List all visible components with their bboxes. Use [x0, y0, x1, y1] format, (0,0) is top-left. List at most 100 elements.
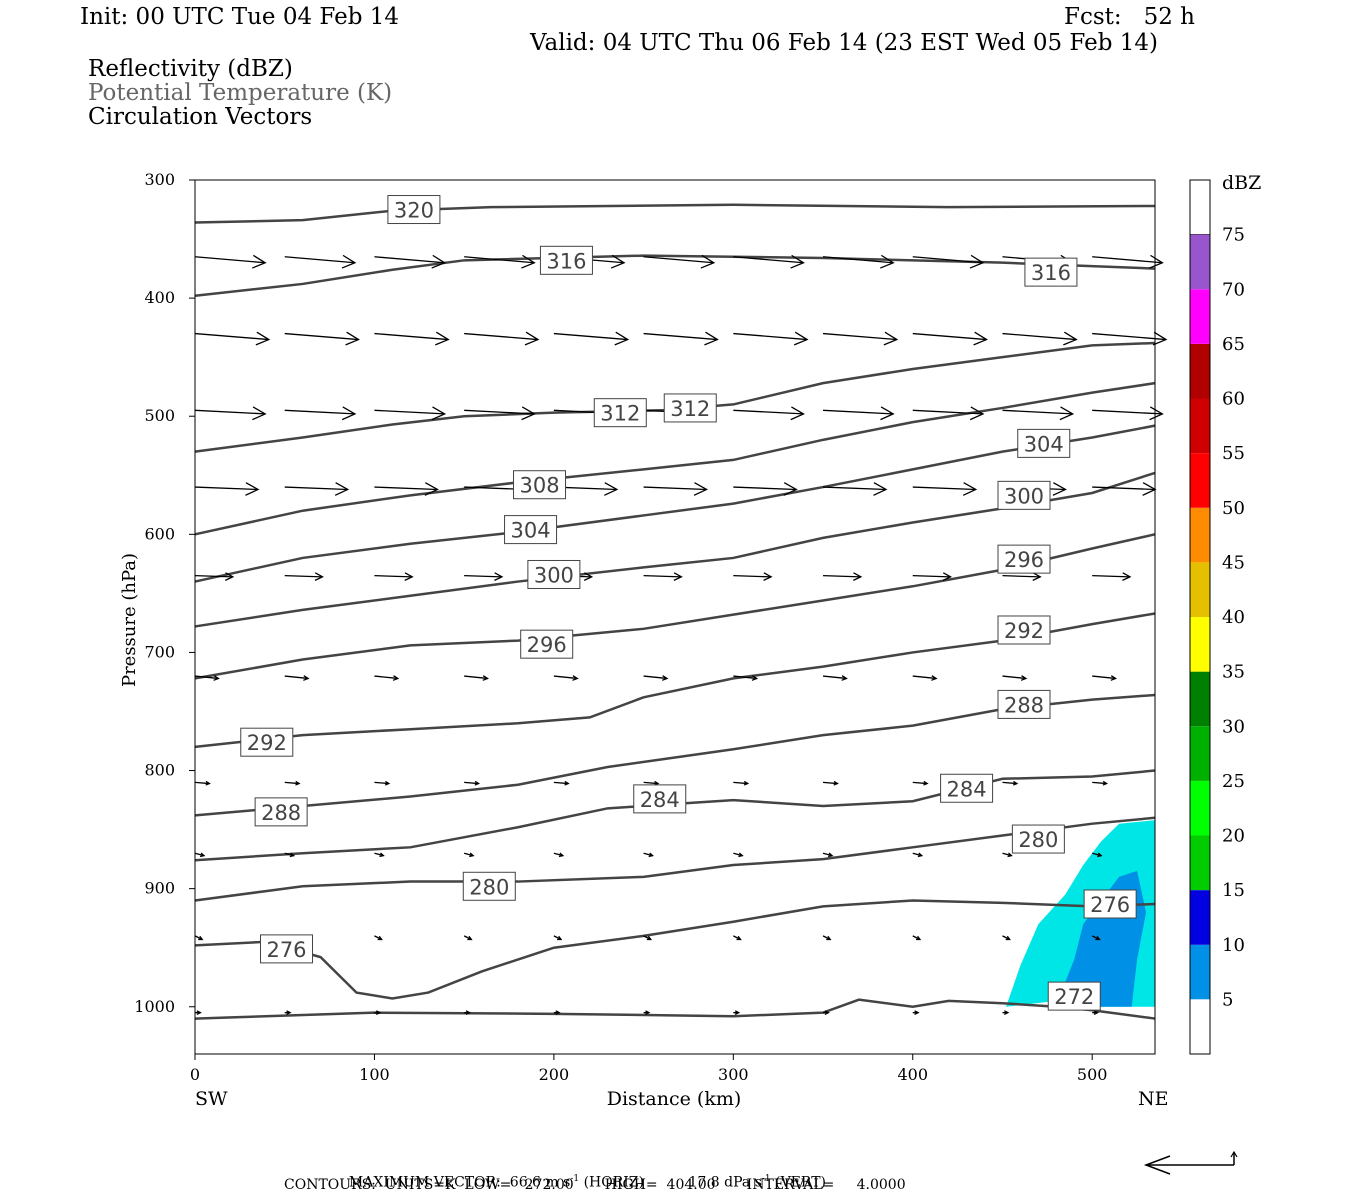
- horiz-unit: (HORIZ): [583, 1174, 644, 1191]
- vector-shaft: [194, 256, 266, 264]
- vector-arrow: [1092, 254, 1164, 269]
- vector-arrow: [822, 852, 834, 858]
- x-tick-label: 0: [190, 1065, 200, 1084]
- vert-unit: (VERT): [775, 1174, 826, 1191]
- vector-shaft: [733, 409, 804, 415]
- contour-label: 288: [254, 797, 308, 827]
- colorbar-level-label: 35: [1222, 662, 1245, 683]
- colorbar-swatch-50: [1190, 507, 1210, 563]
- contour-label-box: [997, 480, 1051, 510]
- vector-shaft: [1092, 781, 1107, 785]
- vector-head: [245, 482, 260, 496]
- vector-head: [1020, 675, 1028, 681]
- vector-arrow: [1002, 675, 1028, 681]
- colorbar-swatch-20: [1190, 835, 1210, 891]
- vector-shaft: [643, 575, 682, 578]
- theta-contour-280: [194, 816, 1156, 902]
- contour-label-box: [633, 784, 687, 814]
- contour-label-text: 296: [1004, 548, 1044, 572]
- vector-shaft: [463, 852, 474, 857]
- contour-label: 304: [1017, 428, 1071, 458]
- vector-head: [435, 331, 450, 346]
- vector-arrow: [374, 482, 439, 496]
- colorbar-swatch-10: [1190, 944, 1210, 1000]
- vector-arrow: [912, 331, 988, 346]
- vector-shaft: [284, 332, 359, 341]
- vector-arrow: [643, 935, 653, 941]
- vector-shaft: [733, 781, 748, 785]
- contour-label-text: 316: [1031, 261, 1071, 285]
- y-tick-label: 500: [144, 406, 175, 425]
- vector-head: [790, 254, 805, 269]
- colorbar-frame: [1189, 179, 1211, 1055]
- contour-label-box: [462, 871, 516, 901]
- theta-contour-320: [194, 203, 1156, 224]
- vector-shaft: [1002, 675, 1026, 680]
- vector-arrow: [912, 675, 938, 681]
- vector-arrow: [194, 254, 267, 269]
- vector-head: [1063, 331, 1078, 346]
- vector-head: [205, 780, 211, 786]
- vector-head: [1149, 254, 1164, 269]
- y-tick-label: 800: [144, 761, 175, 780]
- vector-shaft: [1092, 332, 1167, 341]
- colorbar-level-label: 50: [1222, 498, 1245, 519]
- vector-shaft: [194, 781, 210, 785]
- vector-shaft: [194, 332, 269, 341]
- vector-shaft: [912, 852, 922, 857]
- contour-label-box: [997, 544, 1051, 574]
- vector-head: [1093, 1010, 1100, 1016]
- vector-shaft: [822, 852, 833, 857]
- vector-arrow: [1092, 780, 1109, 786]
- vector-shaft: [912, 486, 976, 491]
- vector-head: [1095, 935, 1101, 941]
- contour-label: 312: [663, 393, 717, 423]
- vector-arrow: [374, 935, 383, 941]
- vector-head: [424, 482, 439, 496]
- colorbar-level-label: 70: [1222, 279, 1245, 300]
- valid-time: Valid: 04 UTC Thu 06 Feb 14 (23 EST Wed …: [530, 30, 1159, 56]
- contour-label-text: 288: [1004, 693, 1044, 717]
- contour-label: 304: [504, 515, 558, 545]
- colorbar-swatch-60: [1190, 398, 1210, 454]
- contour-label-text: 284: [640, 788, 680, 812]
- contour-label-box: [1047, 981, 1101, 1011]
- vector-arrow: [912, 1010, 920, 1016]
- vector-arrow: [912, 406, 985, 421]
- contour-label: 280: [1011, 824, 1065, 854]
- contour-label-layer: 320 316 316 312 312 304 300 308 304 300 296 292 296 2…: [240, 195, 1137, 1011]
- contour-label-text: 308: [519, 474, 559, 498]
- contour-label-box: [260, 934, 314, 964]
- vector-head: [303, 675, 310, 681]
- vector-arrow: [823, 1010, 830, 1016]
- vector-arrow: [553, 675, 579, 681]
- vector-shaft: [1002, 332, 1077, 341]
- vector-head: [555, 1010, 561, 1016]
- vector-arrow: [733, 254, 805, 269]
- vector-arrow: [643, 675, 669, 681]
- contour-label-text: 300: [534, 563, 574, 587]
- vector-head: [673, 572, 683, 581]
- theta-contour-308: [194, 381, 1156, 536]
- vector-arrow: [733, 675, 759, 681]
- vector-shaft: [643, 332, 718, 341]
- contour-label: 296: [997, 544, 1051, 574]
- vector-shaft: [464, 332, 539, 341]
- vector-shaft: [374, 852, 384, 857]
- field-circulation-vectors: Circulation Vectors: [88, 104, 313, 130]
- vector-head: [917, 852, 924, 858]
- vector-head: [873, 482, 888, 496]
- vector-shaft: [464, 781, 479, 785]
- vector-head: [1149, 406, 1164, 421]
- vector-shaft: [194, 409, 266, 415]
- contour-label: 316: [1024, 257, 1078, 287]
- colorbar-level-label: 45: [1222, 552, 1245, 573]
- vector-arrow: [553, 1010, 561, 1016]
- vector-arrow: [374, 852, 385, 858]
- vector-shaft: [374, 675, 398, 680]
- vector-arrow: [912, 572, 952, 581]
- vector-arrow: [194, 482, 260, 496]
- vector-head: [824, 1010, 830, 1016]
- vector-head: [1059, 406, 1075, 421]
- colorbar-level-label: 60: [1222, 389, 1245, 410]
